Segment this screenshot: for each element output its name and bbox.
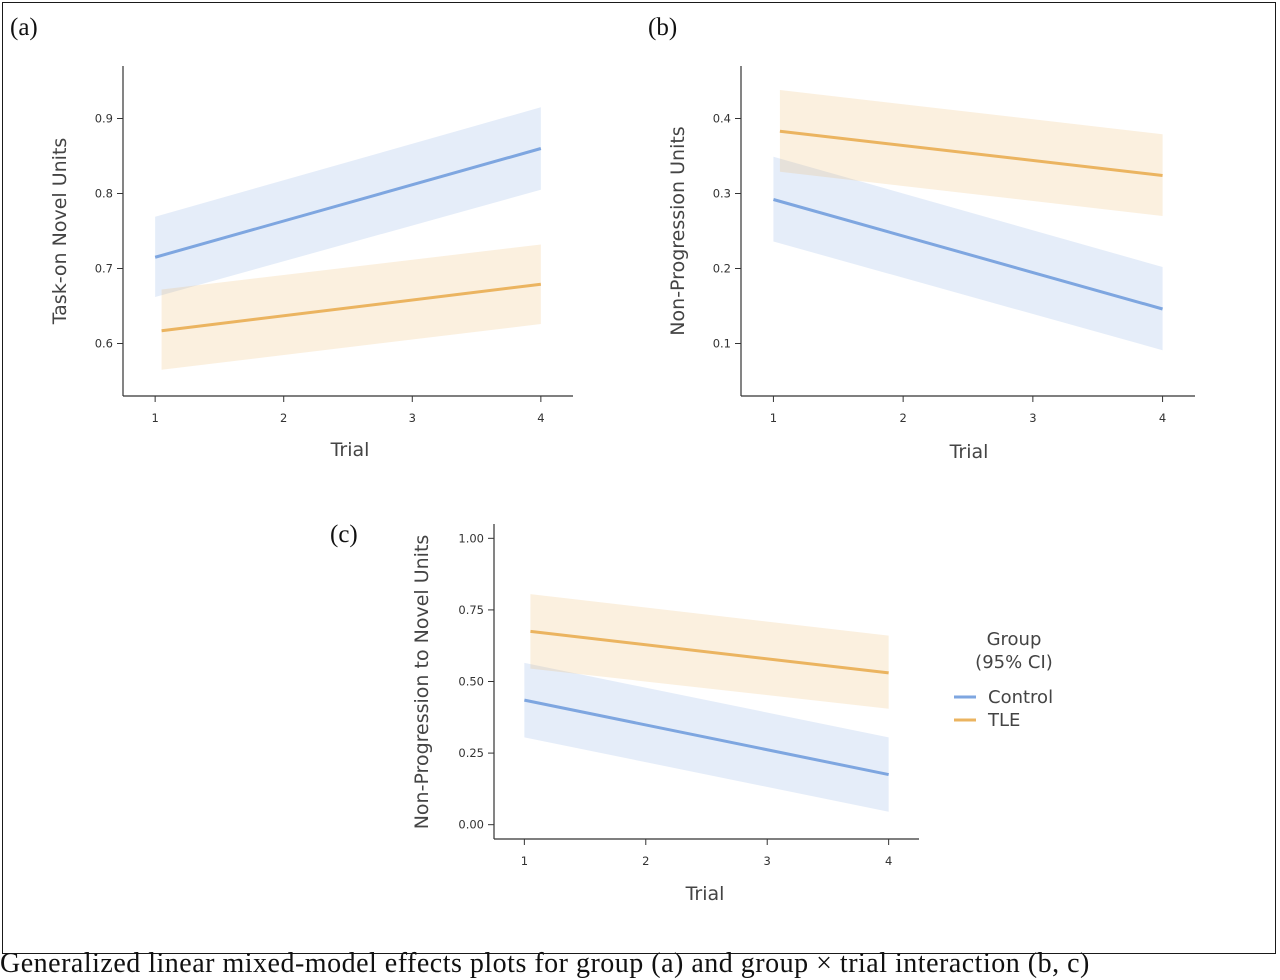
x-tick-label-b: 3 xyxy=(1029,411,1036,425)
legend-label-control: Control xyxy=(988,687,1053,708)
x-axis-title-a: Trial xyxy=(330,439,370,461)
series-line-tle-b xyxy=(779,129,1163,177)
legend-label-tle: TLE xyxy=(987,710,1020,731)
x-tick-label-c: 2 xyxy=(642,854,649,868)
x-tick-label-a: 4 xyxy=(537,411,544,425)
chart-b: 1 2 3 4 0.1 0.2 0.3 0.4 Trial Non-Progression Uni… xyxy=(667,66,1195,463)
y-tick-label-a: 0.7 xyxy=(95,262,113,276)
y-tick-label-c: 0.50 xyxy=(458,675,484,689)
y-axis-title-a: Task-on Novel Units xyxy=(49,138,71,326)
y-tick-label-b: 0.3 xyxy=(713,187,731,201)
x-tick-label-a: 3 xyxy=(409,411,416,425)
y-tick-label-a: 0.6 xyxy=(95,337,113,351)
y-tick-label-c: 1.00 xyxy=(458,531,484,545)
y-tick-label-b: 0.1 xyxy=(713,337,731,351)
y-tick-label-a: 0.8 xyxy=(95,187,113,201)
x-tick-label-c: 1 xyxy=(521,854,528,868)
panel-label-c: (c) xyxy=(330,521,358,548)
y-tick-label-a: 0.9 xyxy=(95,112,113,126)
x-tick-label-b: 1 xyxy=(770,411,777,425)
panel-label-b: (b) xyxy=(648,14,678,41)
caption-fragment: Generalized linear mixed-model effects p… xyxy=(0,948,1090,979)
x-tick-label-b: 4 xyxy=(1159,411,1166,425)
y-tick-label-b: 0.2 xyxy=(713,262,731,276)
y-axis-title-c: Non-Progression to Novel Units xyxy=(411,535,433,830)
y-tick-label-c: 0.75 xyxy=(458,603,484,617)
legend: Group (95% CI) Control TLE xyxy=(954,629,1053,731)
x-axis-title-b: Trial xyxy=(949,441,989,463)
y-tick-label-b: 0.4 xyxy=(713,112,731,126)
chart-a: 1 2 3 4 0.6 0.7 0.8 0.9 Trial Task-on Novel Units xyxy=(49,66,573,461)
x-tick-label-a: 1 xyxy=(151,411,158,425)
x-tick-label-b: 2 xyxy=(899,411,906,425)
x-tick-label-c: 4 xyxy=(885,854,892,868)
x-tick-label-c: 3 xyxy=(764,854,771,868)
series-line-tle-c xyxy=(530,629,889,675)
series-line-tle-a xyxy=(161,282,542,333)
x-tick-label-a: 2 xyxy=(280,411,287,425)
legend-title-line2: (95% CI) xyxy=(975,652,1053,673)
series-line-control-b xyxy=(773,198,1163,311)
y-axis-title-b: Non-Progression Units xyxy=(667,126,689,335)
x-axis-title-c: Trial xyxy=(685,883,725,905)
figure-frame xyxy=(2,2,1276,954)
y-tick-label-c: 0.00 xyxy=(458,818,484,832)
series-line-control-a xyxy=(154,147,542,259)
panel-label-a: (a) xyxy=(10,14,38,41)
chart-c: 1 2 3 4 0.00 0.25 0.50 0.75 1.00 Trial Non-Progres… xyxy=(411,524,919,905)
series-line-control-c xyxy=(524,698,889,777)
y-tick-label-c: 0.25 xyxy=(458,746,484,760)
legend-title-line1: Group xyxy=(987,629,1042,650)
